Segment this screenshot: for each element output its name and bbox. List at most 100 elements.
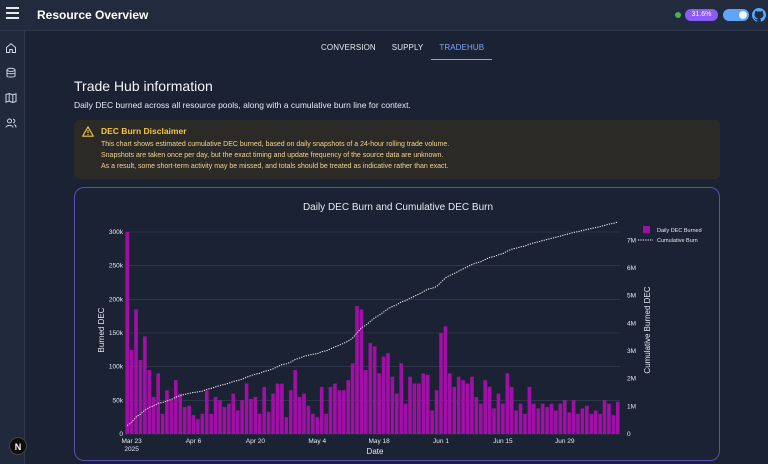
x-tick-label: Apr 6 — [186, 438, 202, 445]
bar — [187, 405, 191, 434]
bar — [297, 396, 302, 434]
bar — [372, 346, 377, 434]
bar — [125, 232, 130, 434]
y2-tick-label: 4M — [627, 320, 636, 327]
tab-tradehub[interactable]: TRADEHUB — [431, 40, 493, 60]
bar — [430, 410, 434, 434]
bar — [165, 390, 169, 434]
bar — [253, 396, 258, 434]
x-axis-label: Date — [367, 447, 384, 456]
bar — [576, 413, 580, 434]
x-tick-label: May 4 — [308, 438, 326, 445]
bar — [138, 359, 143, 434]
disclaimer-line: Snapshots are taken once per day, but th… — [101, 152, 444, 159]
x-tick-label: May 18 — [368, 438, 390, 445]
legend-line-label: Cumulative Burn — [657, 238, 698, 244]
bar — [262, 386, 267, 434]
users-icon[interactable] — [5, 117, 17, 129]
bar — [496, 393, 501, 434]
bar — [456, 376, 461, 434]
x-tick-label: Apr 20 — [246, 438, 266, 445]
y-tick-label: 50k — [113, 397, 124, 404]
bar — [536, 408, 541, 434]
y-tick-label: 100k — [109, 364, 124, 371]
y-tick-label: 150k — [109, 330, 124, 337]
bar — [549, 403, 554, 434]
bar — [562, 400, 567, 434]
menu-icon[interactable] — [6, 7, 19, 22]
github-icon[interactable] — [752, 8, 766, 22]
bar — [399, 363, 404, 434]
axes: 0 50k 100k 150k 200k 250k 300k 0 1M 2M 3M 4M 5M 6M 7M M… — [109, 229, 636, 453]
bar — [532, 403, 536, 434]
top-bar: Resource Overview 31.6% — [0, 0, 768, 31]
bar — [213, 396, 218, 434]
bar — [333, 383, 337, 434]
y-tick-label: 250k — [109, 263, 124, 270]
warning-icon — [82, 126, 94, 137]
burn-chart: 0 50k 100k 150k 200k 250k 300k 0 1M 2M 3M 4M 5M 6M 7M M… — [97, 202, 702, 456]
y2-tick-label: 1M — [627, 403, 636, 410]
bar — [311, 413, 315, 434]
avatar[interactable]: N — [9, 437, 27, 455]
bar — [381, 356, 386, 434]
bar — [174, 380, 178, 434]
bar — [280, 383, 284, 434]
map-icon[interactable] — [5, 92, 17, 104]
y-tick-label: 300k — [109, 229, 124, 236]
bar — [589, 413, 594, 434]
y2-tick-label: 7M — [627, 237, 636, 244]
bar — [196, 419, 200, 434]
bar — [302, 393, 306, 434]
tab-supply[interactable]: SUPPLY — [391, 43, 424, 52]
bar — [403, 403, 408, 434]
x-tick-label: Jun 29 — [555, 438, 575, 445]
bar — [483, 380, 488, 434]
database-icon[interactable] — [5, 67, 17, 79]
bar — [341, 390, 346, 434]
bar — [288, 390, 293, 434]
bar — [607, 403, 611, 434]
bar — [231, 393, 236, 434]
bar — [151, 396, 156, 434]
bar — [439, 333, 443, 434]
bar — [452, 386, 457, 434]
toggle-knob — [739, 11, 747, 19]
bar — [222, 407, 227, 434]
bar — [293, 370, 297, 434]
legend: Daily DEC Burned Cumulative Burn — [638, 226, 702, 244]
bar — [585, 405, 589, 434]
bar — [160, 413, 165, 434]
bar — [412, 383, 417, 434]
bar — [275, 383, 280, 434]
theme-toggle[interactable] — [723, 9, 749, 21]
bar — [425, 374, 430, 434]
y2-tick-label: 6M — [627, 265, 636, 272]
bar — [235, 410, 240, 434]
bar — [355, 306, 359, 434]
bar — [386, 353, 390, 434]
bar — [218, 400, 222, 434]
bar — [390, 376, 395, 434]
tab-conversion[interactable]: CONVERSION — [321, 43, 376, 52]
disclaimer-line: This chart shows estimated cumulative DE… — [101, 141, 450, 148]
bar — [324, 413, 328, 434]
section-title: Trade Hub information — [74, 78, 213, 94]
bar — [209, 413, 213, 434]
bar — [571, 400, 576, 434]
bar — [518, 403, 523, 434]
x-tick-label: Jun 15 — [493, 438, 513, 445]
bar — [602, 400, 607, 434]
bar — [337, 390, 342, 434]
bar — [178, 393, 183, 434]
home-icon[interactable] — [5, 42, 17, 54]
bar — [129, 349, 134, 434]
bar — [611, 415, 616, 434]
bar — [461, 380, 465, 434]
bar — [200, 413, 205, 434]
bar — [394, 393, 399, 434]
bar — [240, 400, 244, 434]
bar — [523, 413, 527, 434]
bar — [554, 410, 558, 434]
bar — [191, 415, 196, 434]
